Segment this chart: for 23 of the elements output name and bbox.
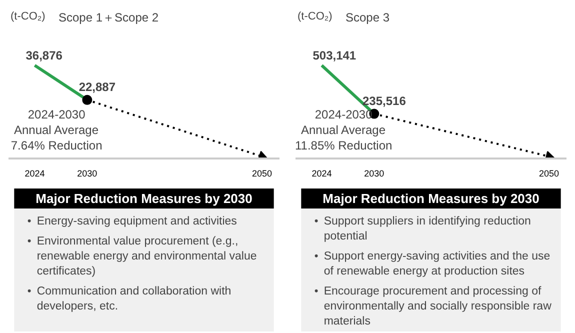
annotation: 2024-2030 Annual Average 7.64% Reduction <box>10 108 102 152</box>
x-tick-label: 2050 <box>539 168 560 178</box>
text: • Support suppliers in identifying reduction potential <box>314 216 531 242</box>
x-tick-label: 2024 <box>24 168 45 178</box>
y-axis-title: (t-CO₂) <box>10 10 46 22</box>
chart-title: Scope 3 <box>346 10 390 24</box>
text: Major Reduction Measures by 2030 <box>36 191 252 206</box>
y-axis-title: (t-CO₂) <box>298 10 332 22</box>
chart-title: Scope 1＋Scope 2 <box>58 10 159 24</box>
x-tick-label: 2030 <box>364 168 384 178</box>
text: • Communication and collaboration with developers, etc. <box>27 286 232 312</box>
text: • Encourage procurement and processing of environmentally and socially responsible raw materials <box>314 286 552 328</box>
text: • Environmental value procurement (e.g., renewable energy and environmental value certificates) <box>27 236 257 278</box>
data-label: 22,887 <box>78 80 116 94</box>
data-label: 36,876 <box>26 48 63 62</box>
x-tick-label: 2030 <box>77 168 98 178</box>
x-tick-label: 2050 <box>252 168 272 178</box>
data-label: 503,141 <box>312 48 356 62</box>
text: • Energy-saving equipment and activities <box>27 216 238 228</box>
x-tick-label: 2024 <box>312 168 332 178</box>
text: Major Reduction Measures by 2030 <box>322 191 540 206</box>
text: • Support energy-saving activities and the use of renewable energy at production sites <box>314 250 550 278</box>
data-label: 235,516 <box>362 94 406 108</box>
